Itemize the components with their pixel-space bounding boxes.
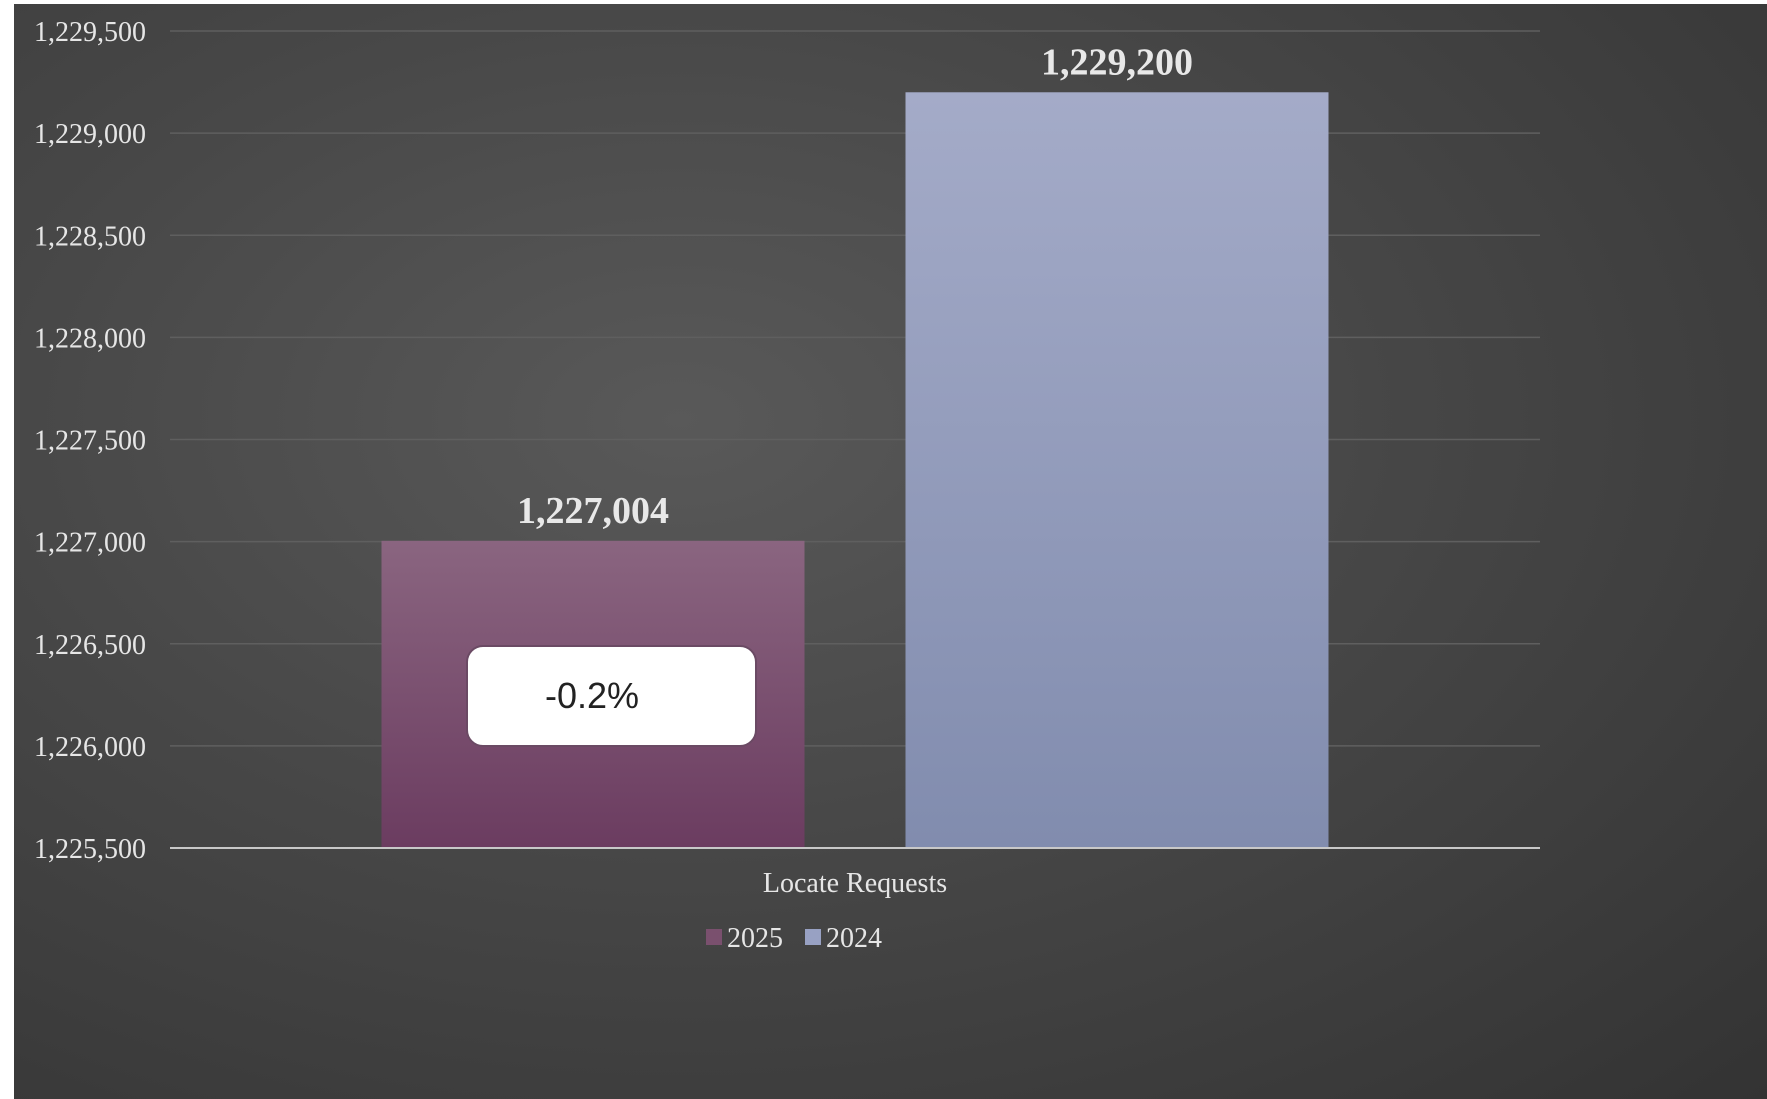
change-annotation: -0.2% (466, 645, 757, 747)
y-axis-tick-labels: 1,225,500 1,226,000 1,226,500 1,227,000 1,22… (34, 17, 146, 865)
y-tick-label: 1,225,500 (34, 834, 146, 865)
annotation-text: -0.2% (545, 675, 639, 716)
y-tick-label: 1,229,500 (34, 17, 146, 48)
annotation-box (466, 645, 757, 747)
y-tick-label: 1,227,500 (34, 426, 146, 457)
data-labels: 1,227,004 1,229,200 (517, 41, 1193, 532)
y-tick-label: 1,226,500 (34, 630, 146, 661)
bar-2024 (905, 92, 1329, 848)
data-label-2025: 1,227,004 (517, 490, 669, 532)
legend: 2025 2024 (706, 923, 882, 954)
x-category-label: Locate Requests (763, 868, 947, 899)
legend-label-2025: 2025 (727, 923, 783, 954)
y-tick-label: 1,226,000 (34, 732, 146, 763)
y-tick-label: 1,229,000 (34, 119, 146, 150)
chart-background (14, 4, 1767, 1099)
legend-swatch-2024 (805, 929, 821, 945)
gridlines (170, 30, 1540, 747)
x-axis: Locate Requests (170, 847, 1540, 899)
data-label-2024: 1,229,200 (1041, 41, 1193, 83)
legend-label-2024: 2024 (826, 923, 882, 954)
y-tick-label: 1,228,500 (34, 221, 146, 252)
legend-swatch-2025 (706, 929, 722, 945)
y-tick-label: 1,227,000 (34, 528, 146, 559)
y-tick-label: 1,228,000 (34, 323, 146, 354)
